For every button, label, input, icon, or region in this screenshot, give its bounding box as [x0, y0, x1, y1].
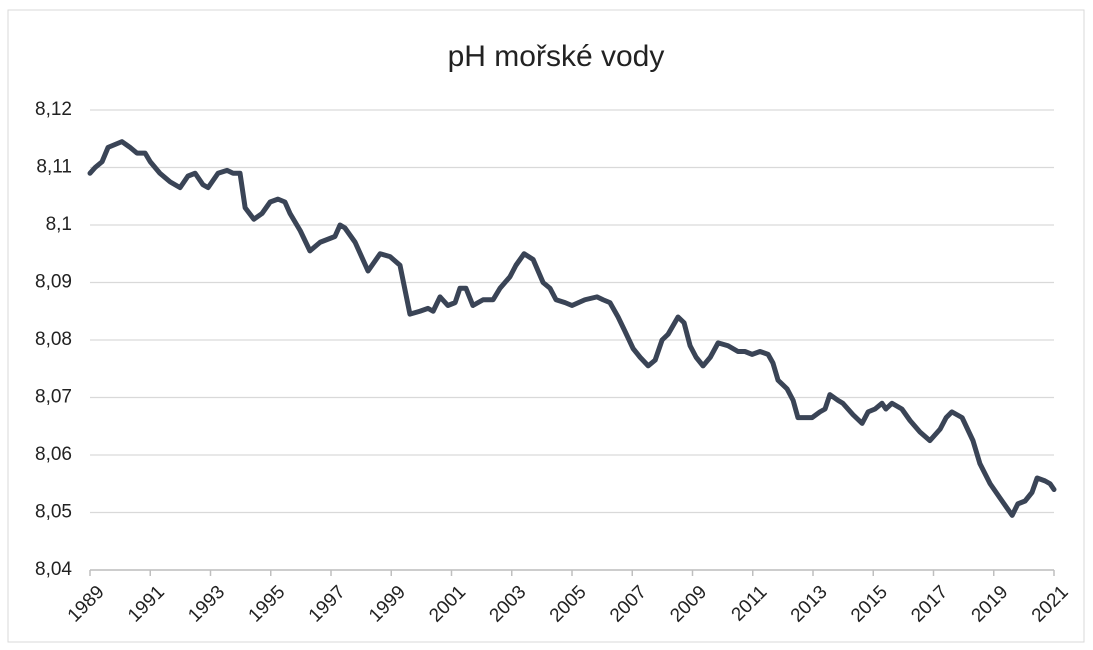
chart-frame — [7, 9, 1085, 643]
y-tick-label: 8,04 — [35, 559, 72, 580]
y-tick-label: 8,11 — [36, 157, 72, 178]
y-tick-label: 8,05 — [35, 502, 72, 523]
y-tick-label: 8,12 — [35, 99, 72, 120]
y-tick-label: 8,09 — [35, 272, 72, 293]
chart-title: pH mořské vody — [448, 40, 665, 73]
data-line — [87, 139, 1057, 518]
y-tick-label: 8,08 — [35, 329, 72, 350]
y-tick-label: 8,07 — [35, 387, 72, 408]
y-tick-label: 8,1 — [46, 214, 72, 235]
y-tick-label: 8,06 — [35, 444, 72, 465]
